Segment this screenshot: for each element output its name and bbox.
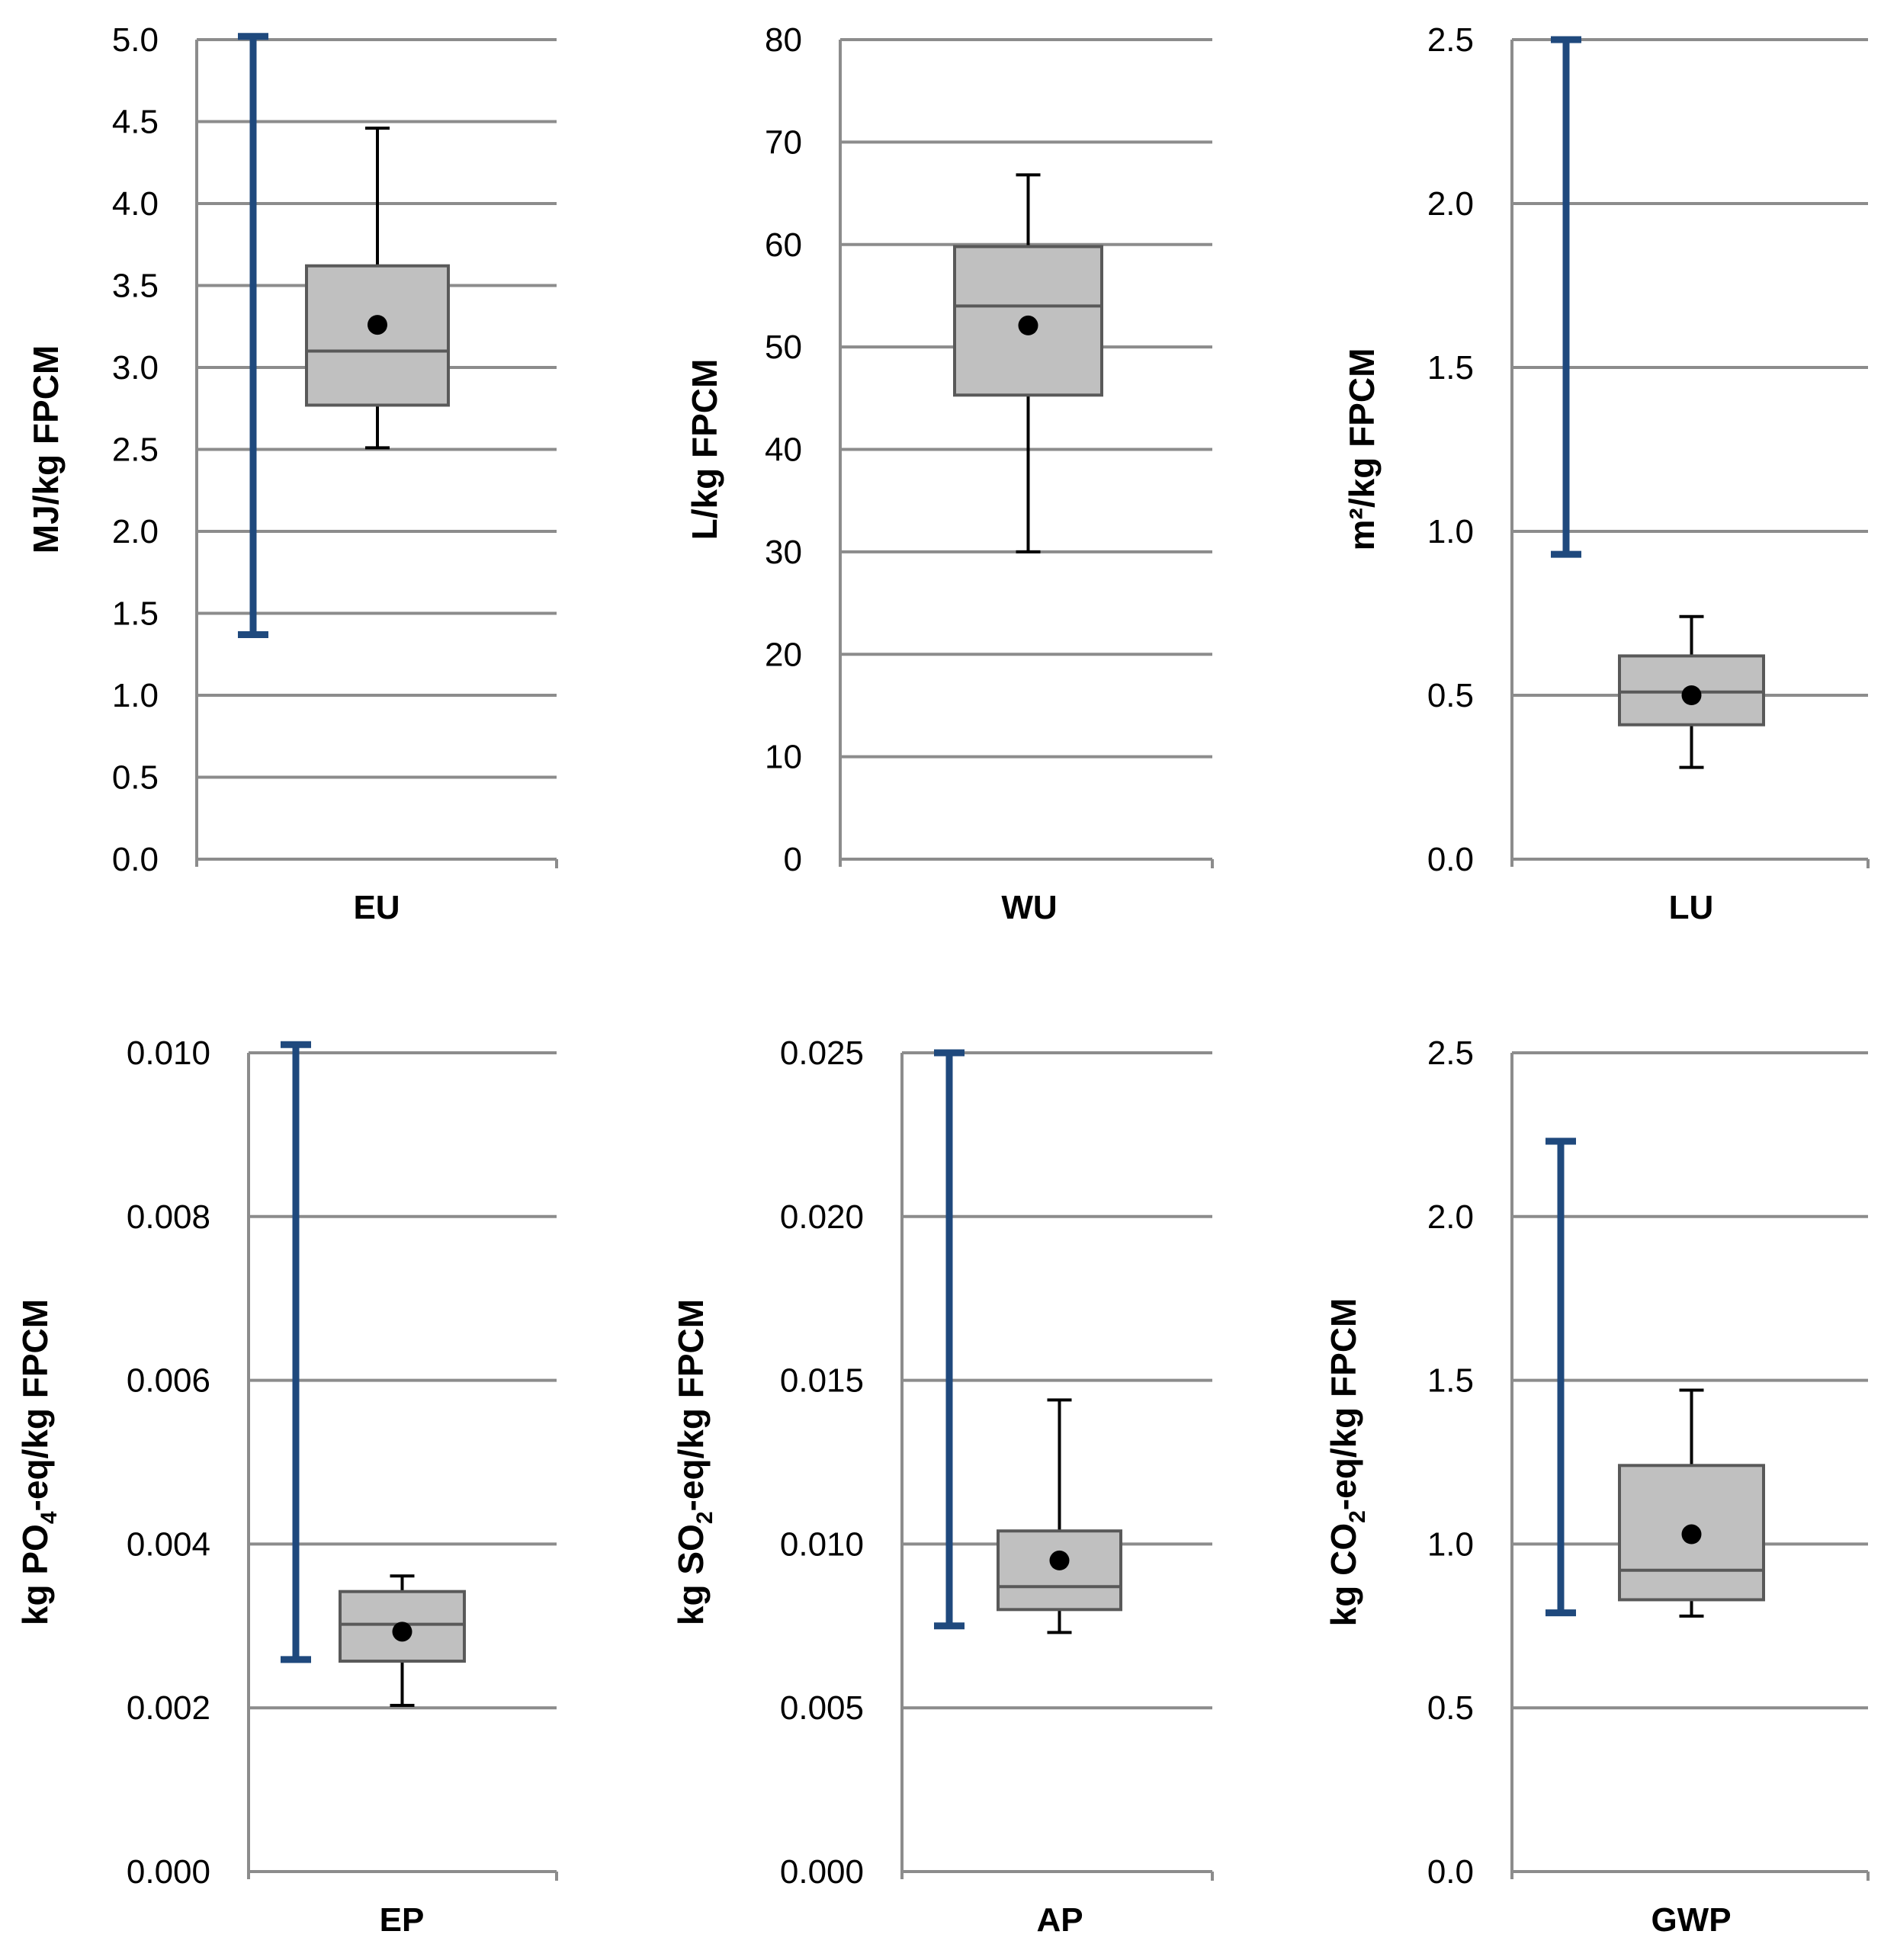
box-iqr [305, 264, 450, 407]
y-tick-label: 2.5 [112, 431, 159, 469]
y-tick-label: 0.5 [1427, 1689, 1474, 1727]
y-tick-label: 30 [765, 534, 802, 571]
mean-marker [1018, 315, 1038, 335]
panel-ep: 0.000 0.002 0.004 0.006 0.008 0.010 EP kg PO4-e… [15, 1035, 558, 1939]
y-tick-label: 2.0 [112, 513, 159, 550]
y-tick-label: 60 [765, 226, 802, 264]
y-tick-label: 1.5 [112, 595, 159, 633]
panel-eu: 0.0 0.5 1.0 1.5 2.0 2.5 3.0 3.5 4.0 4.5 5.0 EU MJ/kg… [26, 21, 558, 926]
y-axis-title: m²/kg FPCM [1342, 348, 1382, 551]
y-tick-label: 2.0 [1427, 185, 1474, 223]
y-tick-label: 5.0 [112, 21, 159, 59]
x-category-label: GWP [1651, 1901, 1731, 1939]
y-axis-title: kg SO2-eq/kg FPCM [671, 1299, 717, 1625]
y-axis-title: L/kg FPCM [685, 359, 724, 541]
box-iqr [1618, 654, 1765, 727]
panel-lu: 0.0 0.5 1.0 1.5 2.0 2.5 LU m²/kg FPCM [1342, 21, 1870, 926]
y-tick-label: 20 [765, 636, 802, 673]
y-tick-label: 0.010 [780, 1525, 864, 1563]
panel-wu: 0 10 20 30 40 50 60 70 80 WU L/kg FPCM [685, 21, 1214, 926]
y-axis-title: kg CO2-eq/kg FPCM [1324, 1298, 1370, 1627]
mean-marker [368, 315, 387, 335]
y-tick-label: 0.025 [780, 1035, 864, 1072]
y-tick-label: 0.0 [1427, 1853, 1474, 1891]
panel-ap: 0.000 0.005 0.010 0.015 0.020 0.025 AP kg SO2-e… [671, 1035, 1214, 1939]
y-tick-label: 0.015 [780, 1362, 864, 1400]
y-tick-label: 70 [765, 124, 802, 161]
mean-marker [392, 1622, 412, 1642]
y-tick-label: 1.0 [1427, 513, 1474, 550]
x-category-label: EU [353, 889, 400, 926]
y-tick-label: 0.020 [780, 1198, 864, 1236]
panel-gwp: 0.0 0.5 1.0 1.5 2.0 2.5 GWP kg CO2-eq/kg FPCM [1324, 1035, 1870, 1939]
y-tick-label: 0.010 [127, 1035, 210, 1072]
x-category-label: AP [1036, 1901, 1083, 1939]
y-tick-label: 2.5 [1427, 21, 1474, 59]
y-tick-label: 0.0 [1427, 841, 1474, 878]
mean-marker [1049, 1550, 1070, 1570]
y-tick-label: 1.5 [1427, 1362, 1474, 1400]
x-category-label: WU [1001, 889, 1057, 926]
y-tick-label: 4.0 [112, 185, 159, 223]
y-tick-label: 4.5 [112, 104, 159, 141]
x-category-label: LU [1669, 889, 1714, 926]
y-tick-label: 80 [765, 21, 802, 59]
y-tick-label: 0 [784, 841, 802, 878]
y-tick-label: 0.002 [127, 1689, 210, 1727]
mean-marker [1681, 685, 1702, 705]
y-tick-label: 0.0 [112, 841, 159, 878]
y-tick-label: 0.000 [127, 1853, 210, 1891]
y-tick-label: 1.0 [112, 677, 159, 714]
y-tick-label: 10 [765, 739, 802, 776]
y-tick-label: 0.004 [127, 1525, 210, 1563]
y-tick-label: 50 [765, 329, 802, 366]
mean-marker [1681, 1524, 1702, 1545]
y-tick-label: 0.5 [1427, 677, 1474, 714]
y-axis-title: kg PO4-eq/kg FPCM [15, 1299, 62, 1625]
x-category-label: EP [380, 1901, 425, 1939]
y-tick-label: 1.0 [1427, 1525, 1474, 1563]
y-tick-label: 2.0 [1427, 1198, 1474, 1236]
y-tick-label: 3.5 [112, 268, 159, 305]
y-tick-label: 0.008 [127, 1198, 210, 1236]
y-tick-label: 2.5 [1427, 1035, 1474, 1072]
y-tick-label: 1.5 [1427, 349, 1474, 387]
y-tick-label: 3.0 [112, 349, 159, 387]
y-tick-label: 0.006 [127, 1362, 210, 1400]
y-tick-label: 0.000 [780, 1853, 864, 1891]
y-tick-label: 0.005 [780, 1689, 864, 1727]
y-tick-label: 0.5 [112, 759, 159, 797]
y-tick-label: 40 [765, 431, 802, 469]
y-axis-title: MJ/kg FPCM [26, 345, 66, 553]
